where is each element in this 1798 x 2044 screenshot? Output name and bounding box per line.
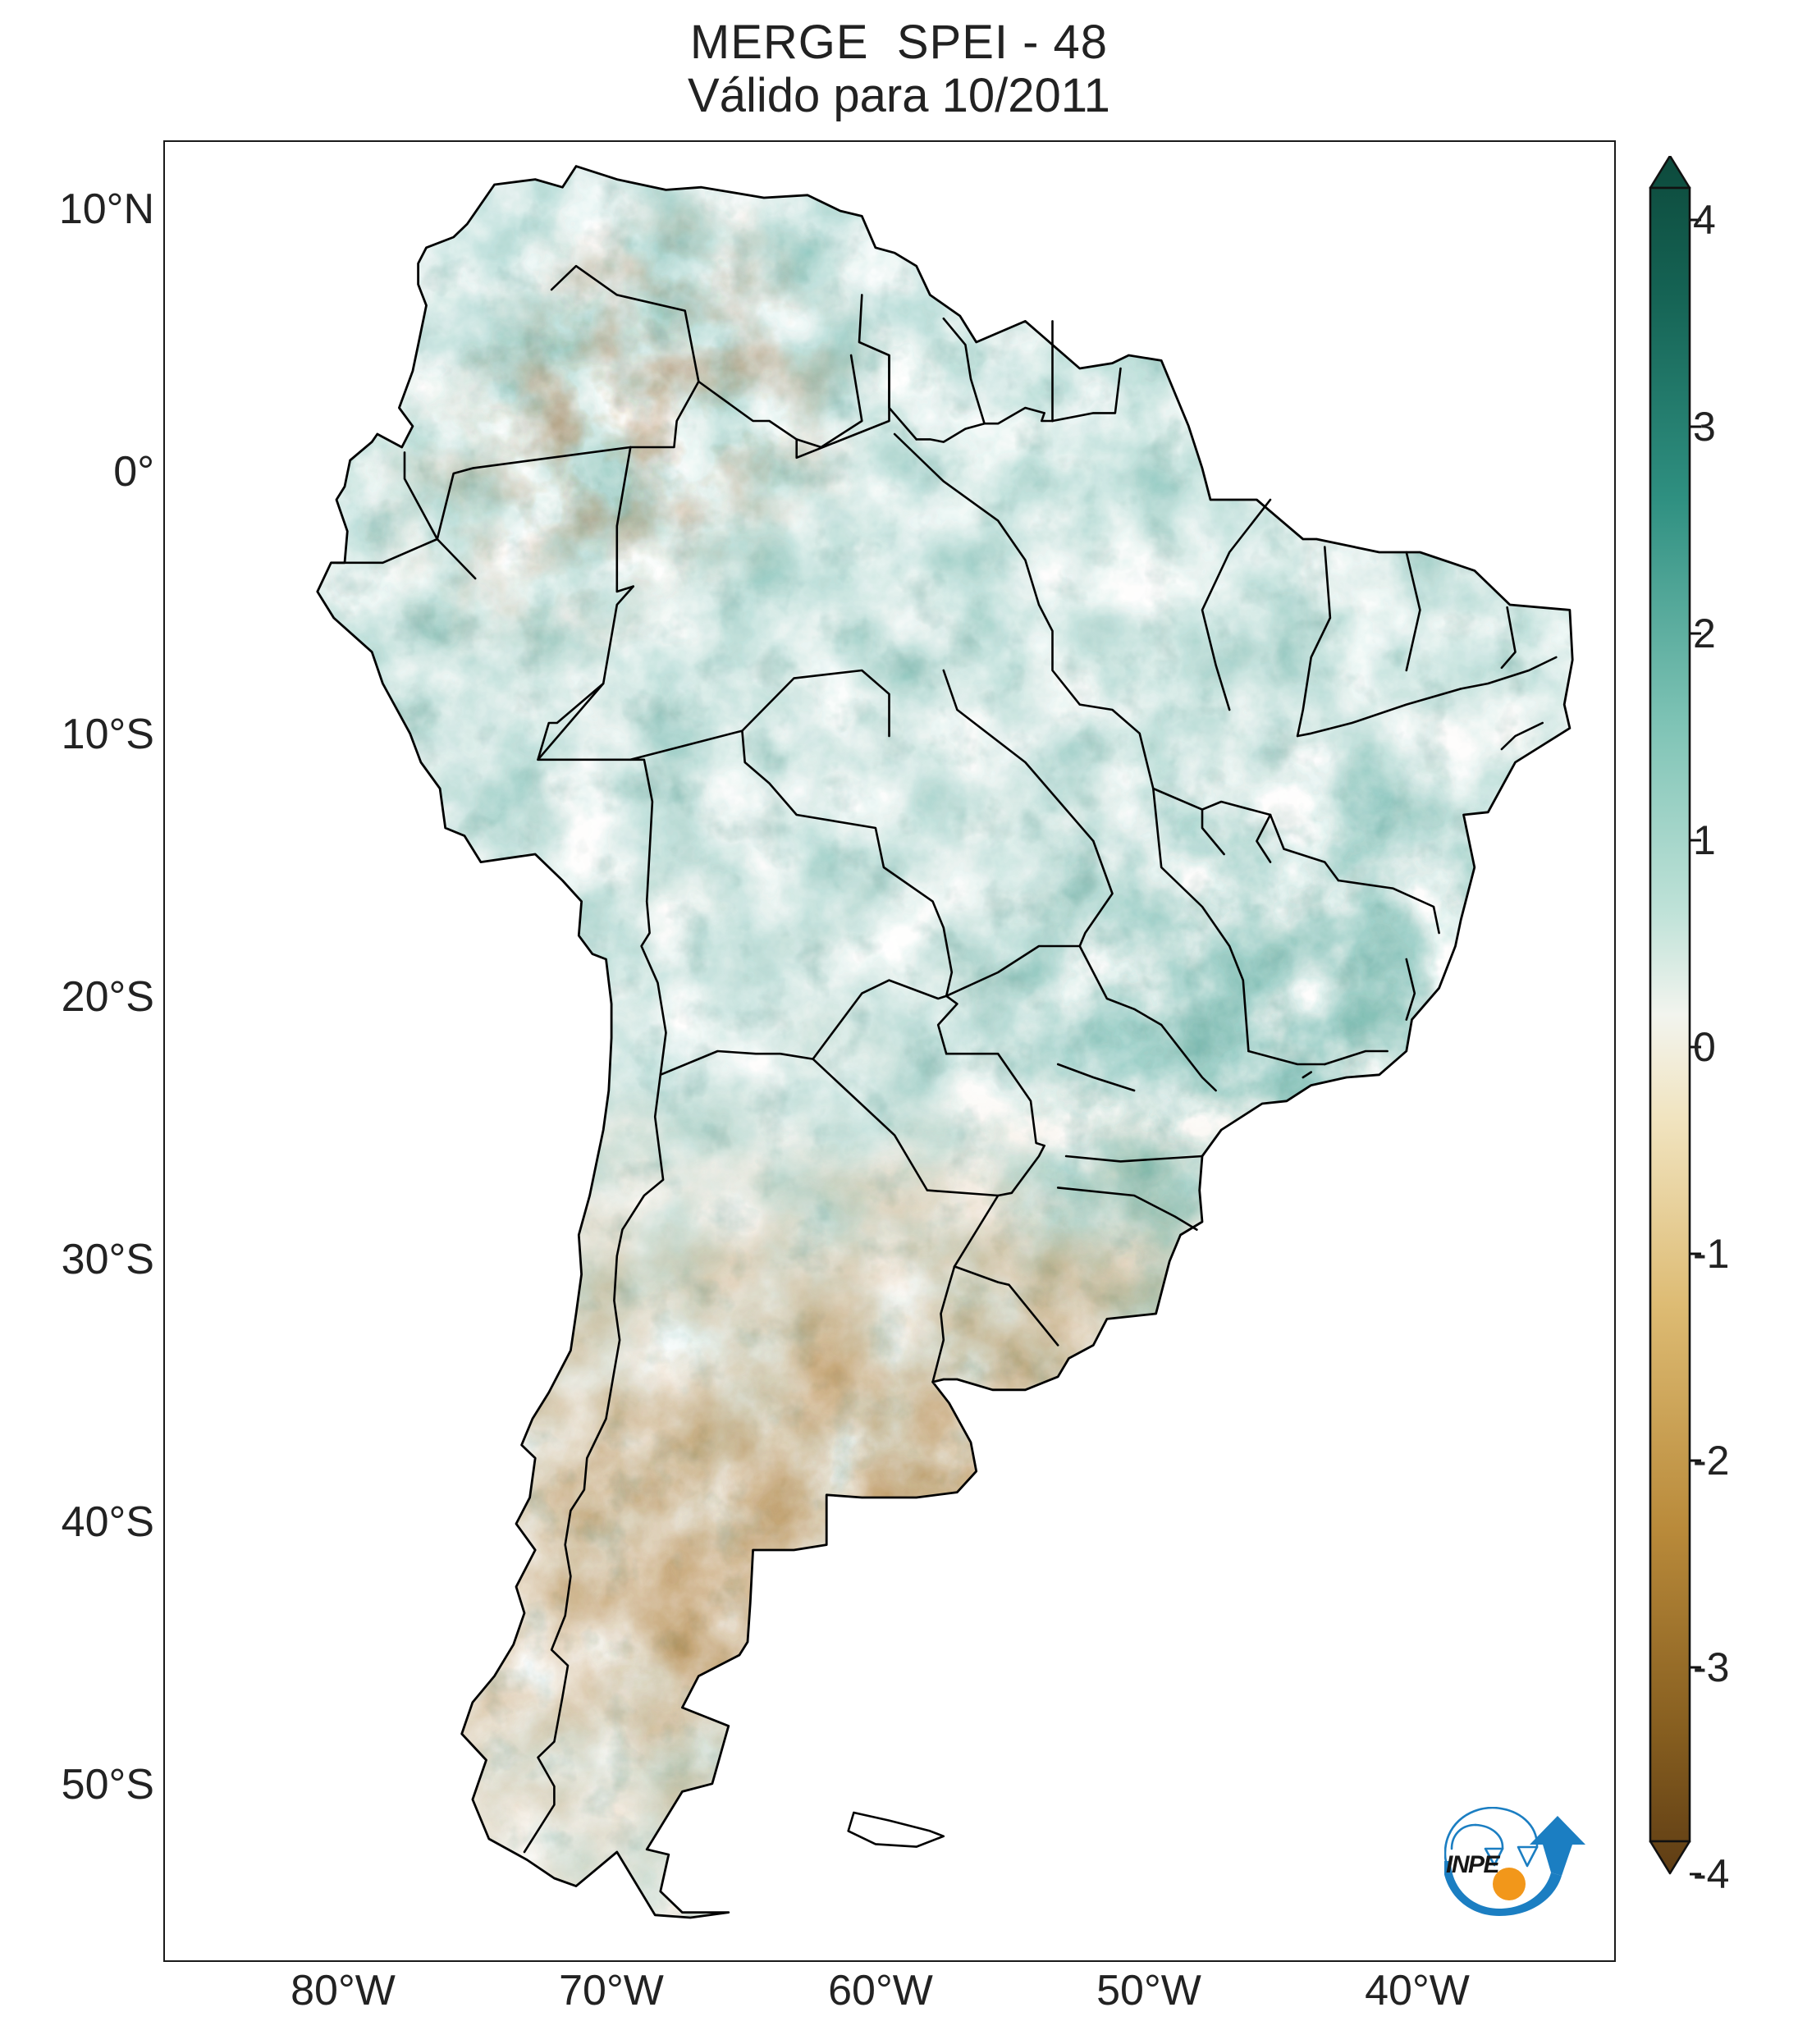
- svg-text:INPE: INPE: [1446, 1851, 1501, 1878]
